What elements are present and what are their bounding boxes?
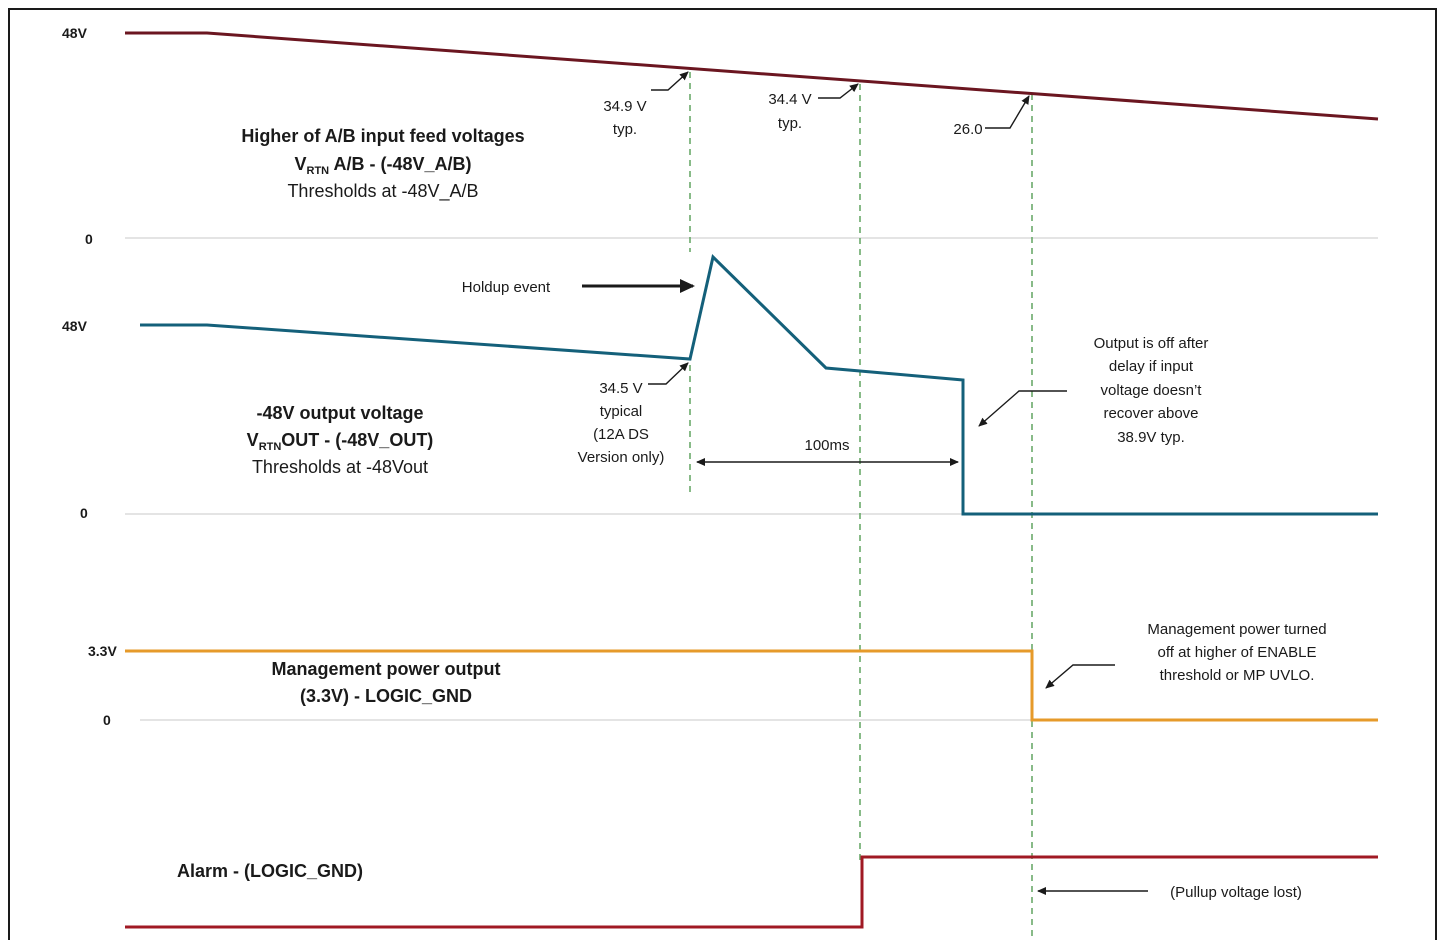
output-off-note-1: Output is off after xyxy=(1094,335,1209,352)
input-axis-48v-label: 48V xyxy=(62,25,88,41)
threshold-1-value: 34.9 V xyxy=(603,98,646,115)
output-threshold-note-2: Version only) xyxy=(578,449,665,466)
output-thresholds-label: Thresholds at -48Vout xyxy=(252,457,428,477)
output-axis-48v-label: 48V xyxy=(62,318,88,334)
input-thresholds-label: Thresholds at -48V_A/B xyxy=(287,181,478,202)
alarm-trace xyxy=(125,855,1378,929)
output-threshold-value: 34.5 V xyxy=(599,380,642,397)
output-formula-subscript: RTN xyxy=(259,441,282,453)
alarm-title: Alarm - (LOGIC_GND) xyxy=(177,861,363,881)
input-formula-subscript: RTN xyxy=(307,165,330,177)
output-threshold-arrow xyxy=(648,362,689,385)
output-title: -48V output voltage xyxy=(256,403,423,423)
threshold-2-arrow xyxy=(818,83,859,99)
holdup-event-label: Holdup event xyxy=(462,279,551,296)
input-title: Higher of A/B input feed voltages xyxy=(241,126,524,146)
mgmt-axis-3v3-label: 3.3V xyxy=(88,643,117,659)
input-feed-voltage-trace xyxy=(125,31,1379,121)
diagram-frame xyxy=(8,8,1437,940)
mgmt-title: Management power output xyxy=(272,659,501,679)
output-voltage-trace xyxy=(140,254,1378,516)
mgmt-off-note-1: Management power turned xyxy=(1147,621,1326,638)
output-off-arrow xyxy=(978,390,1067,427)
output-off-note-2: delay if input xyxy=(1109,358,1194,375)
threshold-1-arrow xyxy=(651,71,689,91)
output-threshold-note-1: (12A DS xyxy=(593,426,649,443)
output-formula-v: V xyxy=(247,430,259,450)
threshold-1-typ: typ. xyxy=(613,121,637,138)
output-threshold-typical: typical xyxy=(600,403,643,420)
pullup-lost-label: (Pullup voltage lost) xyxy=(1170,884,1302,901)
delay-label: 100ms xyxy=(804,437,849,454)
output-title-formula: VRTNOUT - (-48V_OUT) xyxy=(247,430,434,453)
output-off-note-3: voltage doesn’t xyxy=(1101,382,1203,399)
mgmt-axis-zero-label: 0 xyxy=(103,712,111,728)
input-axis-zero-label: 0 xyxy=(85,231,93,247)
mgmt-off-note-2: off at higher of ENABLE xyxy=(1158,644,1317,661)
output-off-note-5: 38.9V typ. xyxy=(1117,429,1185,446)
output-axis-zero-label: 0 xyxy=(80,505,88,521)
input-formula-rest: A/B - (-48V_A/B) xyxy=(329,154,471,174)
mgmt-off-note-3: threshold or MP UVLO. xyxy=(1160,667,1315,684)
mgmt-title-line2: (3.3V) - LOGIC_GND xyxy=(300,686,472,706)
threshold-2-typ: typ. xyxy=(778,115,802,132)
mgmt-off-arrow xyxy=(1045,664,1115,689)
input-formula-v: V xyxy=(295,154,307,174)
threshold-3-value: 26.0 xyxy=(953,121,982,138)
input-title-formula: VRTN A/B - (-48V_A/B) xyxy=(295,154,472,177)
output-formula-rest: OUT - (-48V_OUT) xyxy=(281,430,433,450)
threshold-2-value: 34.4 V xyxy=(768,91,811,108)
management-power-trace xyxy=(125,649,1378,722)
threshold-3-arrow xyxy=(985,95,1030,129)
output-off-note-4: recover above xyxy=(1103,405,1198,422)
